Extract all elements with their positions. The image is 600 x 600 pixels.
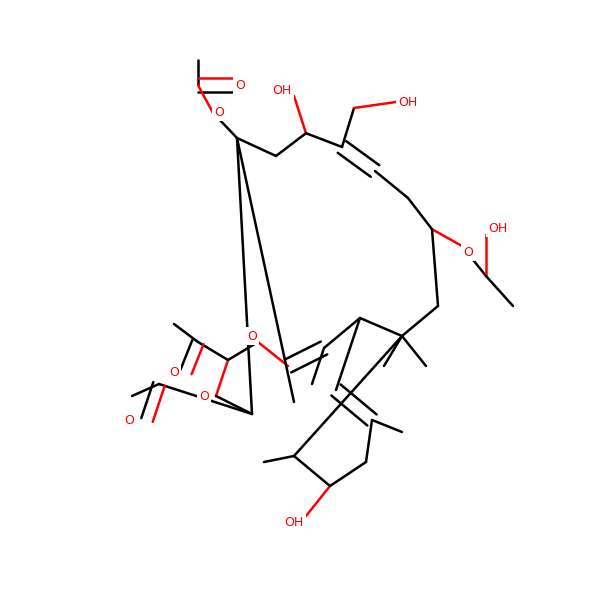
Text: O: O xyxy=(235,79,245,92)
Text: O: O xyxy=(199,389,209,403)
Text: O: O xyxy=(247,329,257,343)
Text: O: O xyxy=(463,245,473,259)
Text: OH: OH xyxy=(272,83,292,97)
Text: O: O xyxy=(169,365,179,379)
Text: OH: OH xyxy=(398,95,418,109)
Text: O: O xyxy=(124,413,134,427)
Text: OH: OH xyxy=(488,221,508,235)
Text: O: O xyxy=(214,106,224,119)
Text: OH: OH xyxy=(284,515,304,529)
